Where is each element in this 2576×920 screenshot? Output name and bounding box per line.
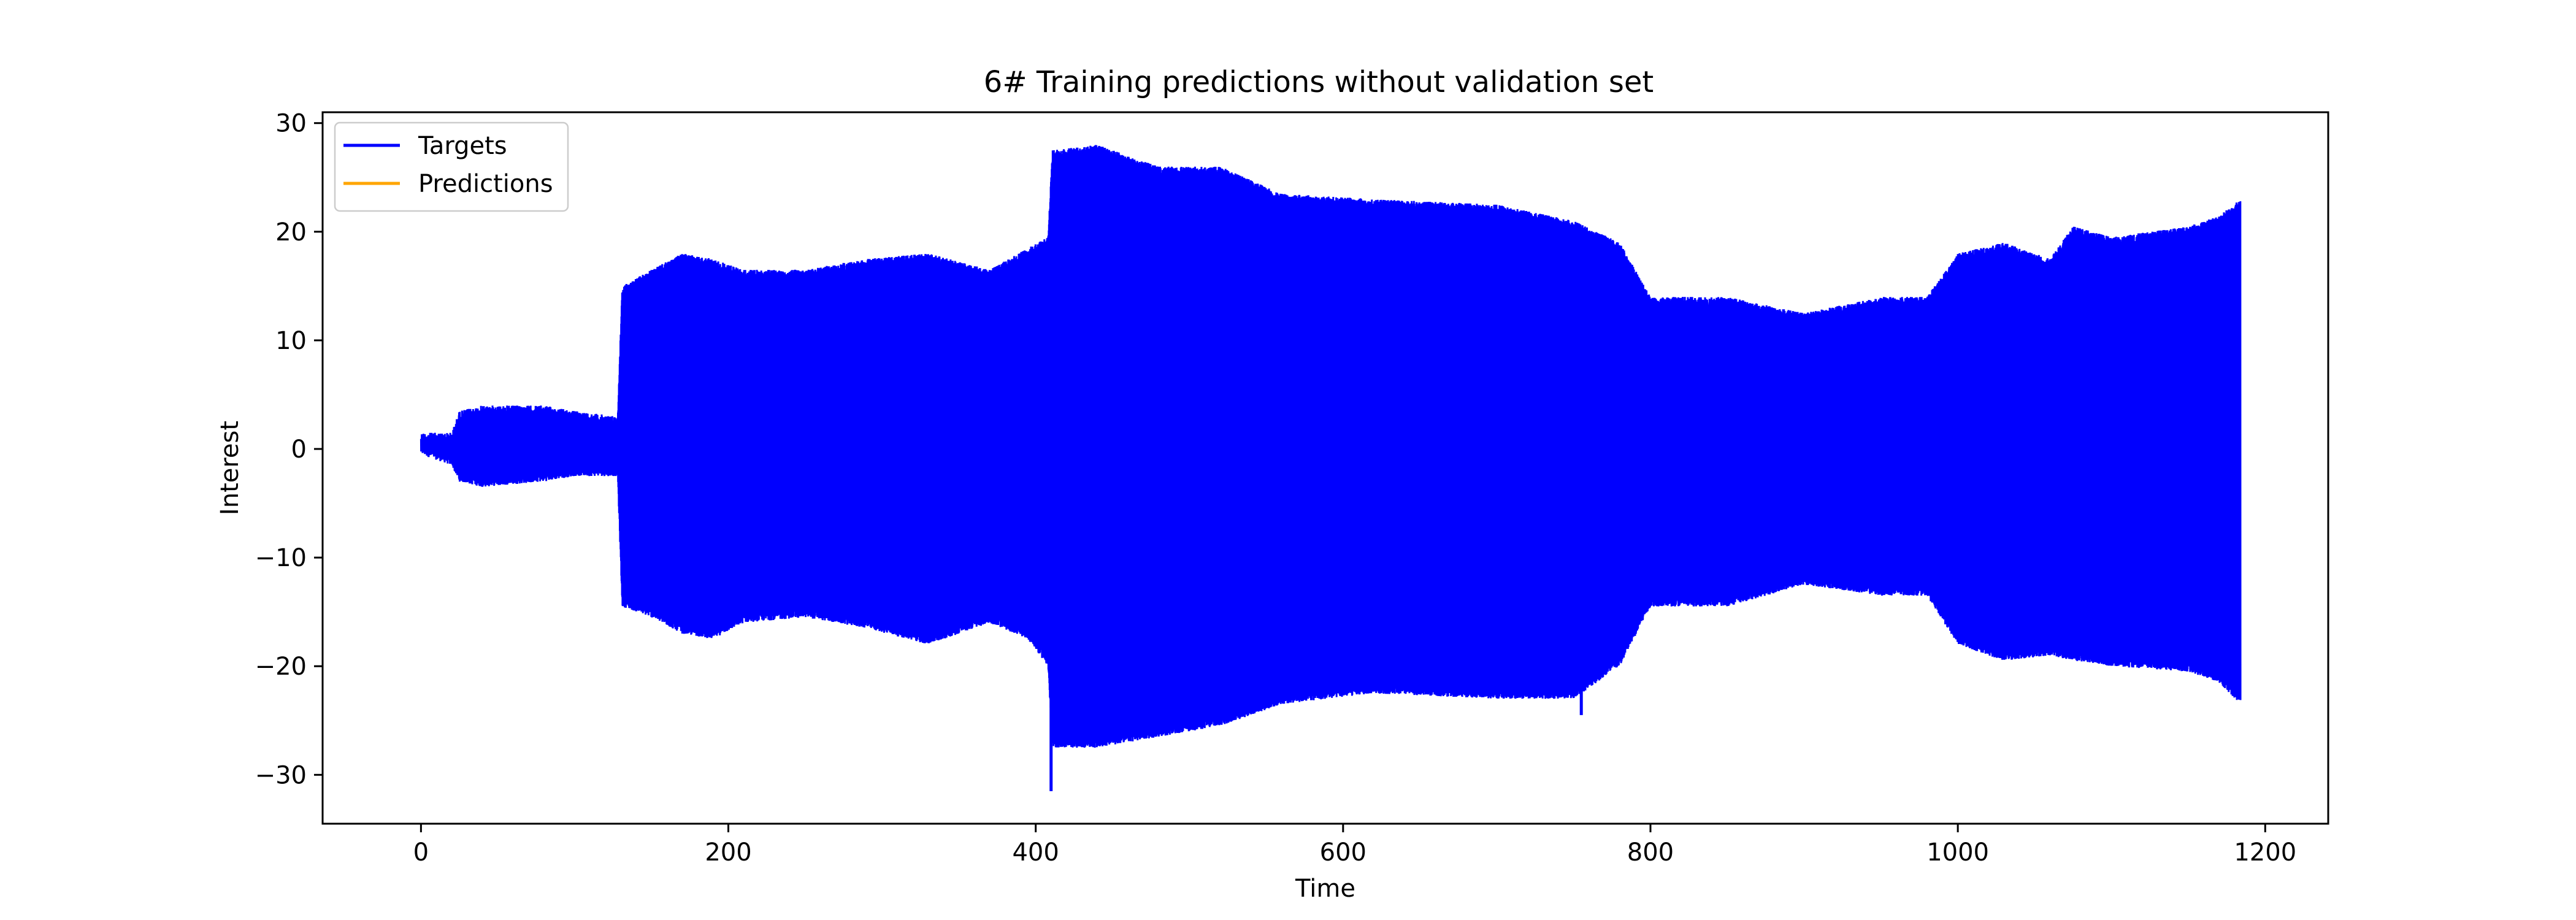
- y-tick-label: −10: [255, 544, 307, 572]
- x-tick-label: 600: [1320, 838, 1367, 867]
- series-layer: [420, 145, 2242, 791]
- y-tick-label: 20: [275, 218, 307, 247]
- series-line-targets: [420, 145, 2242, 748]
- x-axis-label: Time: [1295, 875, 1355, 903]
- x-tick-label: 200: [705, 838, 751, 867]
- plot-frame: [321, 111, 2329, 825]
- y-tick-label: 30: [275, 110, 307, 138]
- plot-area: [420, 145, 2242, 791]
- legend: Targets Predictions: [334, 121, 569, 212]
- y-tick-label: −20: [255, 653, 307, 681]
- y-tick-label: 10: [275, 327, 307, 355]
- legend-label-targets: Targets: [418, 132, 507, 160]
- y-tick-label: −30: [255, 761, 307, 789]
- y-tick-label: 0: [291, 435, 307, 464]
- x-tick-label: 1000: [1926, 838, 1989, 867]
- legend-label-predictions: Predictions: [418, 170, 553, 198]
- x-tick-label: 1200: [2234, 838, 2296, 867]
- x-tick-label: 400: [1012, 838, 1059, 867]
- y-axis-label: Interest: [216, 421, 244, 515]
- x-tick-label: 0: [413, 838, 429, 867]
- chart-title: 6# Training predictions without validati…: [984, 65, 1654, 99]
- x-axis-ticks: 0 200 400 600 800 1000 1200: [413, 824, 2296, 867]
- x-tick-label: 800: [1627, 838, 1674, 867]
- y-axis-ticks: −30 −20 −10 0 10 20 30: [255, 110, 323, 789]
